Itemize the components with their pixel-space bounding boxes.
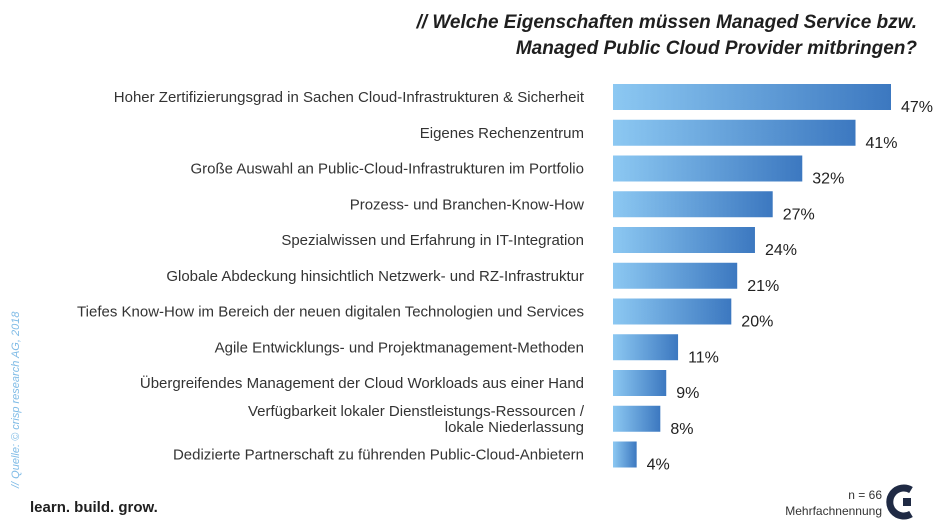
- category-label-3: Prozess- und Branchen-Know-How: [350, 196, 584, 213]
- chart-title-line-2: Managed Public Cloud Provider mitbringen…: [515, 38, 917, 59]
- source-note: // Quelle: © crisp research AG, 2018: [10, 311, 22, 488]
- value-label-7: 11%: [688, 349, 719, 366]
- category-label-10: Dedizierte Partnerschaft zu führenden Pu…: [173, 447, 584, 464]
- value-label-1: 41%: [866, 135, 898, 152]
- category-label-9-line-0: Verfügbarkeit lokaler Dienstleistungs-Re…: [248, 403, 585, 420]
- tagline: learn. build. grow.: [30, 499, 158, 516]
- bar-6: [613, 298, 732, 325]
- bar-2: [613, 155, 803, 182]
- bar-0: [613, 84, 891, 110]
- bar-1: [613, 119, 856, 146]
- value-label-10: 4%: [647, 457, 670, 474]
- chart-title: // Welche Eigenschaften müssen Managed S…: [217, 10, 918, 62]
- chart-title-line-1: // Welche Eigenschaften müssen Managed S…: [416, 12, 918, 33]
- sample-size: n = 66: [848, 488, 882, 502]
- value-label-0: 47%: [901, 99, 933, 116]
- bar-9: [613, 405, 661, 432]
- value-label-3: 27%: [783, 206, 815, 223]
- category-label-0: Hoher Zertifizierungsgrad in Sachen Clou…: [114, 89, 585, 106]
- bar-7: [613, 334, 679, 361]
- bar-3: [613, 191, 773, 218]
- sample-info: n = 66 Mehrfachnennung: [785, 487, 882, 519]
- value-label-2: 32%: [812, 171, 844, 188]
- category-label-6: Tiefes Know-How im Bereich der neuen dig…: [77, 304, 584, 321]
- value-label-6: 20%: [741, 314, 773, 331]
- value-label-4: 24%: [765, 242, 797, 259]
- category-label-2: Große Auswahl an Public-Cloud-Infrastruk…: [190, 161, 584, 178]
- category-label-8: Übergreifendes Management der Cloud Work…: [140, 374, 584, 392]
- bar-5: [613, 262, 738, 289]
- bar-10: [613, 441, 637, 468]
- category-label-4: Spezialwissen und Erfahrung in IT-Integr…: [281, 232, 584, 249]
- category-label-7: Agile Entwicklungs- und Projektmanagemen…: [215, 339, 584, 356]
- value-label-9: 8%: [670, 421, 693, 438]
- category-label-1: Eigenes Rechenzentrum: [420, 125, 584, 142]
- multiple-answers-note: Mehrfachnennung: [785, 504, 882, 518]
- category-label-5: Globale Abdeckung hinsichtlich Netzwerk-…: [166, 268, 584, 285]
- category-label-9-line-1: lokale Niederlassung: [445, 419, 584, 436]
- bar-4: [613, 227, 755, 253]
- value-label-8: 9%: [676, 385, 699, 402]
- bar-8: [613, 370, 667, 396]
- crisp-c-logo-icon: [886, 484, 913, 520]
- value-label-5: 21%: [747, 278, 779, 295]
